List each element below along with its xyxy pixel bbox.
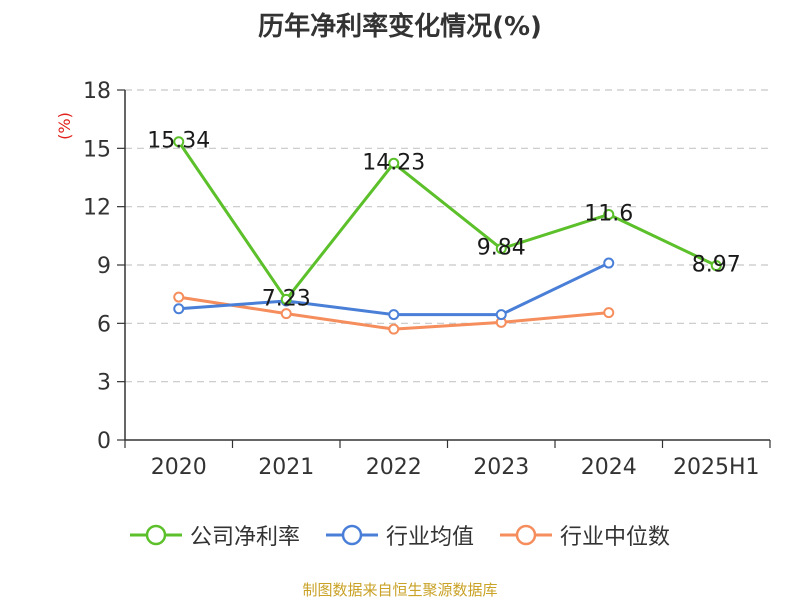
y-axis-label: (%) bbox=[55, 112, 74, 140]
legend-item-industry-median[interactable]: 行业中位数 bbox=[500, 519, 670, 551]
y-tick-label: 0 bbox=[97, 429, 111, 454]
y-tick-label: 6 bbox=[97, 312, 111, 337]
data-label: 11.6 bbox=[584, 201, 633, 226]
data-point-industry-median bbox=[173, 291, 185, 303]
data-point-industry-mean bbox=[388, 309, 400, 321]
x-tick-label: 2023 bbox=[473, 455, 529, 480]
data-point-company bbox=[388, 157, 400, 169]
x-tick-label: 2021 bbox=[258, 455, 314, 480]
chart-title: 历年净利率变化情况(%) bbox=[258, 12, 542, 42]
legend-item-company[interactable]: 公司净利率 bbox=[129, 519, 300, 551]
y-tick-label: 9 bbox=[97, 254, 111, 279]
data-label: 9.84 bbox=[477, 236, 526, 261]
legend-swatch-industry-mean bbox=[325, 524, 378, 546]
x-tick-label: 2022 bbox=[366, 455, 422, 480]
y-tick-label: 15 bbox=[83, 137, 111, 162]
source-note: 制图数据来自恒生聚源数据库 bbox=[302, 581, 498, 599]
legend-label-company: 公司净利率 bbox=[189, 525, 300, 550]
data-point-industry-mean bbox=[603, 257, 615, 269]
data-point-company bbox=[603, 208, 615, 220]
data-point-company bbox=[495, 243, 507, 255]
data-point-company bbox=[173, 136, 185, 148]
data-label: 7.23 bbox=[262, 286, 311, 311]
legend: 公司净利率 行业均值 行业中位数 bbox=[0, 519, 800, 551]
data-point-industry-median bbox=[603, 307, 615, 319]
data-point-industry-median bbox=[280, 308, 292, 320]
legend-label-industry-mean: 行业均值 bbox=[385, 525, 474, 550]
legend-label-industry-median: 行业中位数 bbox=[560, 525, 671, 550]
x-tick-label: 2025H1 bbox=[673, 455, 760, 480]
y-tick-label: 12 bbox=[83, 196, 111, 221]
x-tick-label: 2020 bbox=[151, 455, 207, 480]
data-label: 15.34 bbox=[147, 129, 210, 154]
legend-swatch-company bbox=[129, 524, 182, 546]
y-tick-label: 3 bbox=[97, 371, 111, 396]
data-point-industry-mean bbox=[173, 303, 185, 315]
data-point-company bbox=[280, 293, 292, 305]
data-label: 8.97 bbox=[692, 253, 741, 278]
series-line-company bbox=[177, 140, 717, 301]
data-point-industry-mean bbox=[495, 309, 507, 321]
data-point-industry-median bbox=[388, 323, 400, 335]
data-point-company bbox=[710, 260, 722, 272]
x-tick-label: 2024 bbox=[581, 455, 637, 480]
y-tick-label: 18 bbox=[83, 79, 111, 104]
legend-swatch-industry-median bbox=[500, 524, 552, 546]
legend-item-industry-mean[interactable]: 行业均值 bbox=[325, 519, 474, 551]
data-label: 14.23 bbox=[362, 150, 425, 175]
